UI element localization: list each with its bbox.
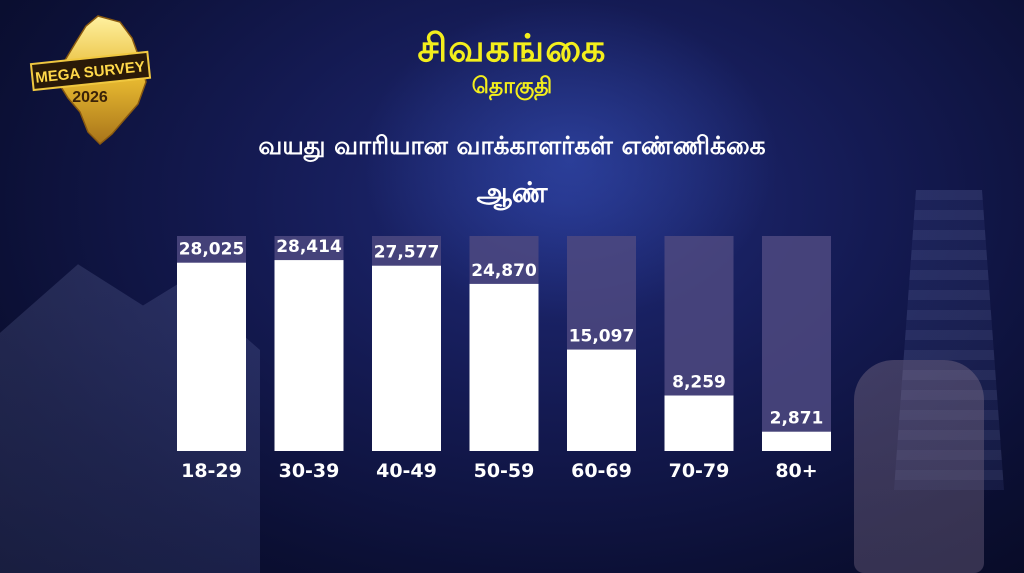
data-label: 2,871: [770, 409, 824, 429]
logo-year: 2026: [72, 89, 108, 106]
category-label: 80+: [775, 460, 817, 482]
mega-survey-logo: MEGA SURVEY 2026: [29, 15, 152, 146]
category-label: 18-29: [181, 460, 242, 482]
bar: [372, 265, 441, 451]
data-label: 24,870: [471, 261, 537, 281]
bar: [177, 262, 246, 451]
chart-title: வயது வாரியான வாக்காளர்கள் எண்ணிக்கை: [258, 131, 766, 160]
gender-label: ஆண்: [476, 176, 548, 209]
data-label: 28,414: [276, 237, 342, 257]
bar: [567, 349, 636, 451]
bar-track: [762, 236, 831, 451]
data-label: 15,097: [569, 327, 635, 347]
bar: [274, 260, 344, 451]
category-label: 60-69: [571, 460, 632, 482]
constituency-label: தொகுதி: [471, 74, 553, 99]
bar: [469, 283, 539, 451]
category-label: 30-39: [279, 460, 340, 482]
background-hand: [854, 360, 984, 573]
category-label: 70-79: [669, 460, 730, 482]
data-label: 8,259: [672, 373, 726, 393]
data-label: 27,577: [374, 243, 440, 263]
data-label: 28,025: [179, 240, 245, 260]
bar: [664, 395, 734, 451]
category-label: 50-59: [474, 460, 535, 482]
bar: [762, 431, 831, 451]
category-label: 40-49: [376, 460, 437, 482]
constituency-title: சிவகங்கை: [417, 26, 607, 70]
